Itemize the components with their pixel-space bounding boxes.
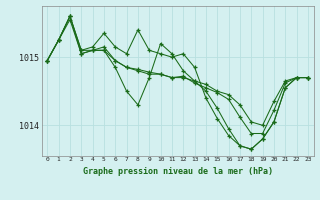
X-axis label: Graphe pression niveau de la mer (hPa): Graphe pression niveau de la mer (hPa) [83, 167, 273, 176]
